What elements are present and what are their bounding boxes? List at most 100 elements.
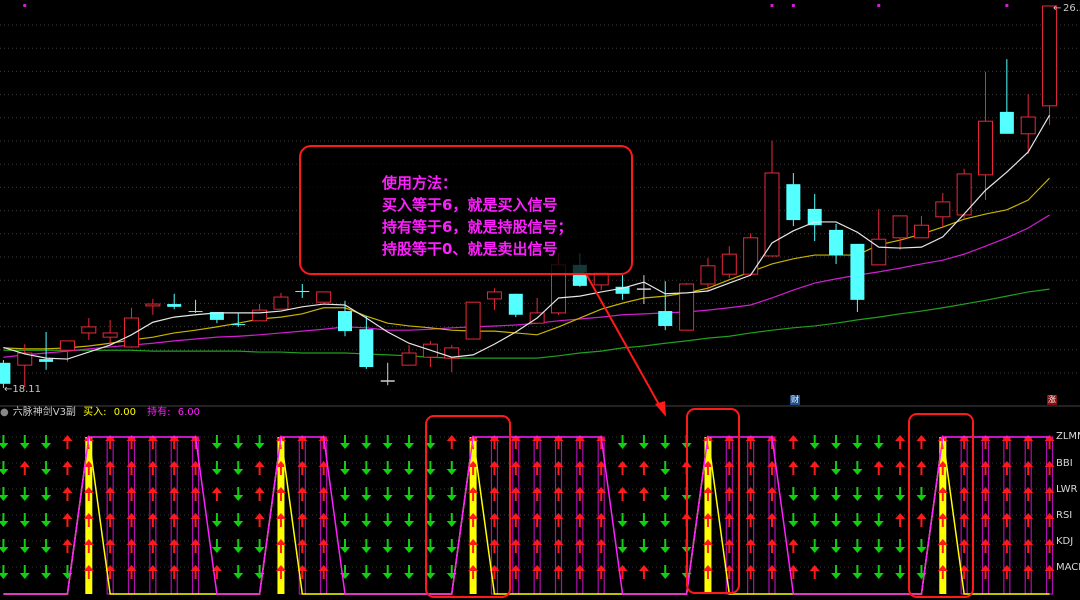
candle-body — [913, 224, 929, 239]
arrow-head — [873, 461, 884, 467]
arrow-head — [745, 565, 756, 571]
up-arrow-icon — [126, 565, 137, 579]
limit-up-badge[interactable]: 涨 — [1047, 395, 1057, 405]
candle — [807, 193, 822, 242]
arrow-head — [446, 495, 457, 501]
arrow-head — [831, 573, 842, 579]
up-arrow-icon — [1023, 539, 1034, 553]
arrow-head — [895, 495, 906, 501]
annotation-line: 使用方法： — [382, 174, 458, 192]
arrow-head — [404, 547, 415, 553]
arrow-head — [468, 461, 479, 467]
up-arrow-icon — [318, 539, 329, 553]
top-marker — [23, 4, 27, 7]
down-arrow-icon — [404, 435, 415, 449]
up-arrow-icon — [62, 435, 73, 449]
up-arrow-icon — [126, 461, 137, 475]
down-arrow-icon — [895, 539, 906, 553]
up-arrow-icon — [1001, 461, 1012, 475]
up-arrow-icon — [788, 539, 799, 553]
up-arrow-icon — [596, 513, 607, 527]
up-arrow-icon — [105, 461, 116, 475]
arrow-head — [660, 443, 671, 449]
arrow-head — [660, 521, 671, 527]
up-arrow-icon — [702, 539, 713, 553]
arrow-head — [297, 461, 308, 467]
arrow-head — [62, 461, 73, 467]
candle — [636, 275, 651, 305]
up-arrow-icon — [702, 513, 713, 527]
up-arrow-icon — [873, 461, 884, 475]
left-arrow-icon: ← — [4, 384, 13, 395]
arrow-head — [1023, 435, 1034, 441]
arrow-head — [318, 565, 329, 571]
arrow-head — [510, 461, 521, 467]
arrow-head — [147, 487, 158, 493]
arrow-head — [147, 539, 158, 545]
up-arrow-icon — [1023, 461, 1034, 475]
ma20-line — [3, 214, 1050, 358]
up-arrow-icon — [62, 539, 73, 553]
arrow-head — [553, 539, 564, 545]
arrow-head — [873, 443, 884, 449]
arrow-head — [404, 573, 415, 579]
down-arrow-icon — [446, 461, 457, 475]
candle — [145, 298, 161, 315]
arrow-head — [532, 565, 543, 571]
candle — [380, 362, 395, 386]
candle — [465, 301, 481, 340]
arrow-head — [19, 521, 30, 527]
indicator-menu-icon[interactable]: ● — [0, 407, 9, 418]
down-arrow-icon — [446, 487, 457, 501]
arrow-head — [574, 565, 585, 571]
candle — [167, 293, 182, 310]
up-arrow-icon — [489, 513, 500, 527]
up-arrow-icon — [724, 461, 735, 475]
arrow-head — [0, 573, 9, 579]
candle-body — [273, 296, 289, 310]
annotation-line: 买入等于6，就是买入信号 — [382, 196, 558, 214]
down-arrow-icon — [404, 565, 415, 579]
up-arrow-icon — [745, 539, 756, 553]
arrow-head — [147, 513, 158, 519]
up-arrow-icon — [147, 565, 158, 579]
up-arrow-icon — [105, 487, 116, 501]
up-arrow-icon — [767, 565, 777, 579]
arrow-head — [916, 547, 927, 553]
hold-readout: 持有: 6.00 — [147, 407, 200, 418]
arrow-head — [41, 547, 52, 553]
candle — [956, 168, 972, 219]
arrow-head — [916, 461, 927, 467]
arrow-head — [574, 461, 585, 467]
up-arrow-icon — [489, 539, 500, 553]
arrow-head — [275, 539, 286, 545]
arrow-head — [959, 461, 970, 467]
arrow-head — [41, 469, 52, 475]
indicator-label-macd: MACD — [1056, 562, 1080, 573]
arrow-head — [574, 539, 585, 545]
arrow-head — [1001, 539, 1012, 545]
arrow-head — [831, 495, 842, 501]
arrow-head — [873, 573, 884, 579]
down-arrow-icon — [873, 513, 884, 527]
up-arrow-icon — [318, 487, 329, 501]
down-arrow-icon — [446, 513, 457, 527]
candle-body — [892, 215, 908, 239]
arrow-head — [126, 435, 137, 441]
finance-badge[interactable]: 财 — [790, 395, 800, 405]
arrow-head — [937, 539, 948, 545]
indicator-name[interactable]: 六脉神剑V3副 — [12, 407, 76, 418]
candle-body — [102, 332, 118, 338]
indicator-label-zlmm: ZLMM — [1056, 431, 1080, 442]
up-arrow-icon — [1044, 461, 1055, 475]
arrow-head — [425, 469, 436, 475]
arrow-head — [211, 443, 222, 449]
candle — [658, 281, 673, 331]
down-arrow-icon — [852, 539, 863, 553]
arrow-head — [297, 435, 308, 441]
candle — [401, 345, 417, 366]
candle-body — [167, 304, 182, 307]
usage-annotation-box: 使用方法： 买入等于6，就是买入信号 持有等于6，就是持股信号； 持股等干0、就… — [299, 145, 633, 275]
down-arrow-icon — [361, 461, 372, 475]
